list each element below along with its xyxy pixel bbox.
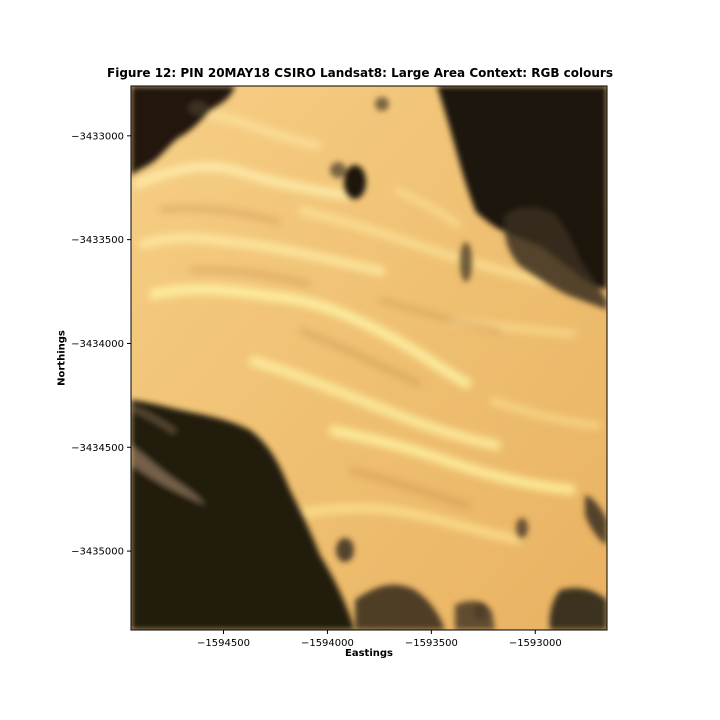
axes-frame	[130, 85, 608, 631]
y-tick-label: −3435000	[71, 547, 124, 558]
x-tick-label: −1594500	[197, 638, 250, 649]
dark-patches	[330, 97, 528, 620]
y-tick-label: −3433500	[71, 235, 124, 246]
dune-shadows	[159, 205, 501, 509]
vegetation-top-right	[437, 86, 607, 310]
x-tick-label: −1594000	[301, 638, 354, 649]
vegetation-top-left	[131, 86, 235, 176]
y-tick-label: −3433000	[71, 131, 124, 142]
x-axis-label: Eastings	[345, 648, 393, 659]
y-tick-label: −3434500	[71, 443, 124, 454]
vegetation-bottom-left	[131, 400, 355, 630]
x-tick-label: −1593500	[405, 638, 458, 649]
axis-ticks: −1594500 −1594000 −1593500 −1593000 −3433000…	[71, 131, 562, 649]
vegetation-bottom	[355, 495, 607, 630]
y-axis-label: Northings	[56, 330, 68, 386]
figure-title: Figure 12: PIN 20MAY18 CSIRO Landsat8: L…	[107, 66, 613, 80]
y-tick-label: −3434000	[71, 339, 124, 350]
x-tick-label: −1593000	[509, 638, 562, 649]
satellite-image	[131, 86, 607, 630]
